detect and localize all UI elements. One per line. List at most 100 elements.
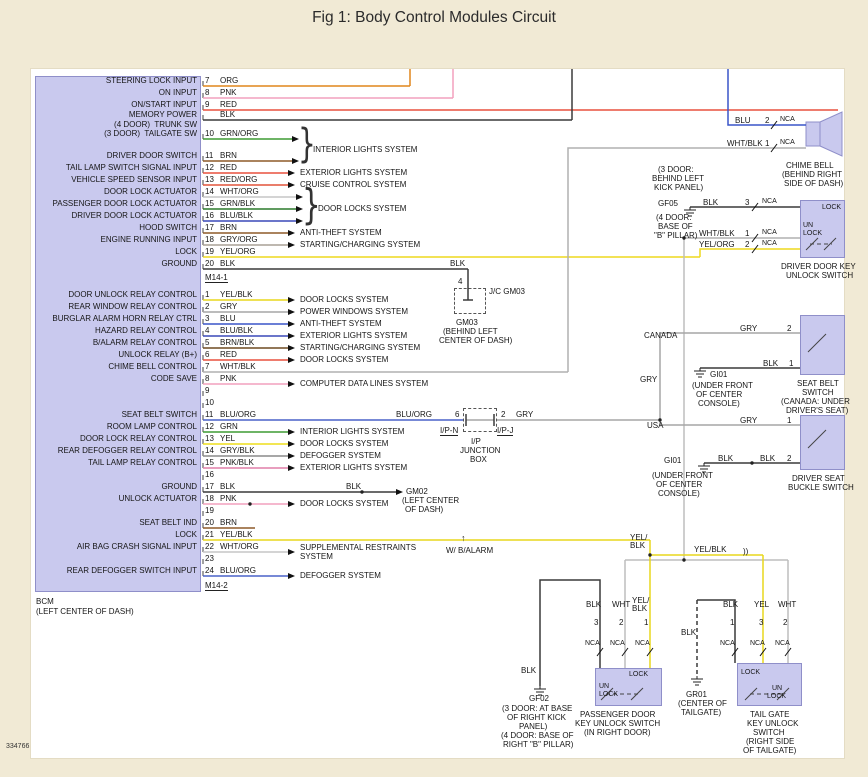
label-driver_door_key_unlock_switch-name_lines-0: DRIVER DOOR KEY bbox=[781, 262, 856, 271]
label-seat_belt_switch-wire2-color: BLK bbox=[763, 359, 779, 368]
system-label: ANTI-THEFT SYSTEM bbox=[300, 319, 382, 328]
label-driver_door_key_unlock_switch-wire1-tag: NCA bbox=[762, 198, 777, 205]
label-chime-wire1-color: BLU bbox=[735, 116, 751, 125]
label-gi01_canada-note-1: OF CENTER bbox=[696, 390, 743, 399]
bcm-pin-label: DOOR UNLOCK RELAY CONTROL bbox=[68, 290, 197, 299]
label-gr01-wire: BLK bbox=[681, 628, 697, 637]
bcm-pin-label: REAR DEFOGGER SWITCH INPUT bbox=[66, 566, 197, 575]
label-gf05-note1-0: (3 DOOR: bbox=[658, 165, 694, 174]
bcm-pin-number-m14-2-16: 16 bbox=[205, 470, 214, 479]
bcm-wire-color-m14-1-12: RED bbox=[220, 163, 237, 172]
label-ip_junction_box-conn_left: I/P-N bbox=[440, 426, 459, 436]
label-tail_gate_key_unlock_switch-wire1-color: BLK bbox=[723, 600, 739, 609]
label-ip_junction_box-conn_right: I/P-J bbox=[497, 426, 514, 436]
bcm-pin-number-m14-2-21: 21 bbox=[205, 530, 214, 539]
bcm-pin-number-m14-1-19: 19 bbox=[205, 247, 214, 256]
bcm-wire-color-m14-2-21: YEL/BLK bbox=[220, 530, 253, 539]
label-gf02-id: GF02 bbox=[529, 694, 550, 703]
label-passenger_door_key_unlock_switch-wire2-color: WHT bbox=[612, 600, 631, 609]
label-gf05-note2-1: BASE OF bbox=[658, 222, 693, 231]
label-passenger_door_key_unlock_switch-wire3-color_lines-0: YEL/ bbox=[632, 596, 650, 605]
label-gi01_canada-id: GI01 bbox=[710, 370, 728, 379]
label-gm02-wire: BLK bbox=[346, 482, 362, 491]
label-tail_gate_key_unlock_switch-wire1-pin: 1 bbox=[730, 618, 735, 627]
label-chime-name_lines-0: CHIME BELL bbox=[786, 161, 834, 170]
bcm-wire-color-m14-1-16: BLU/BLK bbox=[220, 211, 253, 220]
label-chime-wire1-pin: 2 bbox=[765, 116, 770, 125]
label-driver_door_key_unlock_switch-pos_lock: LOCK bbox=[803, 230, 823, 237]
label-driver_door_key_unlock_switch-name_lines-1: UNLOCK SWITCH bbox=[786, 271, 854, 280]
bcm-wire-color-m14-1-15: GRN/BLK bbox=[220, 199, 256, 208]
bcm-pin-label: CHIME BELL CONTROL bbox=[108, 362, 197, 371]
bcm-pin-label: STEERING LOCK INPUT bbox=[105, 76, 197, 85]
label-ip_junction_box-name_lines-0: I/P bbox=[471, 437, 481, 446]
bcm-wire-color-m14-1-20: BLK bbox=[220, 259, 236, 268]
bcm-pin-label: SEAT BELT IND bbox=[139, 518, 197, 527]
label-tail_gate_key_unlock_switch-wire3-color: WHT bbox=[778, 600, 797, 609]
label-driver_door_key_unlock_switch-wire3-tag: NCA bbox=[762, 240, 777, 247]
label-yel_blk_net-turn_label-1: BLK bbox=[630, 541, 646, 550]
bcm-pin-number-m14-2-11: 11 bbox=[205, 410, 214, 419]
label-tail_gate_key_unlock_switch-wire2-pin: 3 bbox=[759, 618, 764, 627]
label-tail_gate_key_unlock_switch-pos_lock: LOCK bbox=[741, 669, 761, 676]
bcm-pin-label: SEAT BELT SWITCH bbox=[121, 410, 197, 419]
bcm-pin-label: GROUND bbox=[161, 482, 197, 491]
bcm-pin-number-m14-1-7: 7 bbox=[205, 76, 210, 85]
label-driver_seat_buckle_switch-name_lines-0: DRIVER SEAT bbox=[792, 474, 845, 483]
system-label-interior-lights: INTERIOR LIGHTS SYSTEM bbox=[313, 145, 418, 154]
label-driver_door_key_unlock_switch-wire1-color: BLK bbox=[703, 198, 719, 207]
label-passenger_door_key_unlock_switch-wire1-tag: NCA bbox=[585, 640, 600, 647]
label-driver_seat_buckle_switch-wire2-color2: BLK bbox=[760, 454, 776, 463]
label-jc_gm03-pin: 4 bbox=[458, 277, 463, 286]
bcm-pin-number-m14-2-17: 17 bbox=[205, 482, 214, 491]
bcm-pin-number-m14-1-9: 9 bbox=[205, 100, 210, 109]
label-gr01-note-0: (CENTER OF bbox=[678, 699, 727, 708]
label-tail_gate_key_unlock_switch-wire2-tag: NCA bbox=[750, 640, 765, 647]
label-gr01-id: GR01 bbox=[686, 690, 707, 699]
bcm-wire-color-m14-2-4: BLU/BLK bbox=[220, 326, 253, 335]
label-driver_seat_buckle_switch-wire1-color: GRY bbox=[740, 416, 758, 425]
system-label: SYSTEM bbox=[300, 552, 333, 561]
label-chime-name_lines-2: SIDE OF DASH) bbox=[784, 179, 844, 188]
bcm-wire-color-m14-2-6: RED bbox=[220, 350, 237, 359]
label-gf02-wire: BLK bbox=[521, 666, 537, 675]
label-tail_gate_key_unlock_switch-name_lines-0: TAIL GATE bbox=[750, 710, 790, 719]
bcm-wire-color-m14-2-22: WHT/ORG bbox=[220, 542, 259, 551]
label-passenger_door_key_unlock_switch-pos_lock: LOCK bbox=[599, 691, 619, 698]
label-driver_seat_buckle_switch-wire2-pin: 2 bbox=[787, 454, 792, 463]
bcm-pin-label: B/ALARM RELAY CONTROL bbox=[92, 338, 197, 347]
doc-code: 334766 bbox=[6, 743, 30, 750]
jc-gm03-box bbox=[454, 288, 486, 314]
label-tail_gate_key_unlock_switch-name_lines-4: OF TAILGATE) bbox=[743, 746, 797, 755]
bcm-pin-number-m14-2-8: 8 bbox=[205, 374, 210, 383]
label-chime-wire2-color: WHT/BLK bbox=[727, 139, 763, 148]
system-label: EXTERIOR LIGHTS SYSTEM bbox=[300, 331, 408, 340]
label-gr01-note-1: TAILGATE) bbox=[681, 708, 722, 717]
bcm-wire-color-m14-2-8: PNK bbox=[220, 374, 237, 383]
bcm-pin-label: VEHICLE SPEED SENSOR INPUT bbox=[71, 175, 197, 184]
label-ip_junction_box-name_lines-2: BOX bbox=[470, 455, 487, 464]
bcm-pin-label: BURGLAR ALARM HORN RELAY CTRL bbox=[52, 314, 197, 323]
bcm-pin-label: ENGINE RUNNING INPUT bbox=[100, 235, 197, 244]
system-label: EXTERIOR LIGHTS SYSTEM bbox=[300, 463, 408, 472]
figure-title: Fig 1: Body Control Modules Circuit bbox=[312, 9, 556, 26]
system-label: STARTING/CHARGING SYSTEM bbox=[300, 343, 421, 352]
label-ip_junction_box-pin_left: 6 bbox=[455, 410, 460, 419]
label-chime-name_lines-1: (BEHIND RIGHT bbox=[782, 170, 842, 179]
label-ip_junction_box-wire_out: GRY bbox=[516, 410, 534, 419]
bcm-pin-label: LOCK bbox=[175, 247, 197, 256]
system-label: DOOR LOCKS SYSTEM bbox=[300, 499, 389, 508]
label-ip_junction_box-wire_in: BLU/ORG bbox=[396, 410, 433, 419]
bcm-wire-color-m14-1-17: BRN bbox=[220, 223, 237, 232]
bcm-pin-number-m14-2-3: 3 bbox=[205, 314, 210, 323]
system-label: DOOR LOCKS SYSTEM bbox=[300, 295, 389, 304]
label-jc_gm03-note-2: CENTER OF DASH) bbox=[439, 336, 513, 345]
label-gi01_usa-note-0: (UNDER FRONT bbox=[652, 471, 713, 480]
bcm-wire-color-m14-2-18: PNK bbox=[220, 494, 237, 503]
system-label: CRUISE CONTROL SYSTEM bbox=[300, 180, 407, 189]
system-label: ANTI-THEFT SYSTEM bbox=[300, 228, 382, 237]
label-gf02-note-4: RIGHT "B" PILLAR) bbox=[503, 740, 574, 749]
label-passenger_door_key_unlock_switch-wire1-color: BLK bbox=[586, 600, 602, 609]
bcm-pin-label: GROUND bbox=[161, 259, 197, 268]
